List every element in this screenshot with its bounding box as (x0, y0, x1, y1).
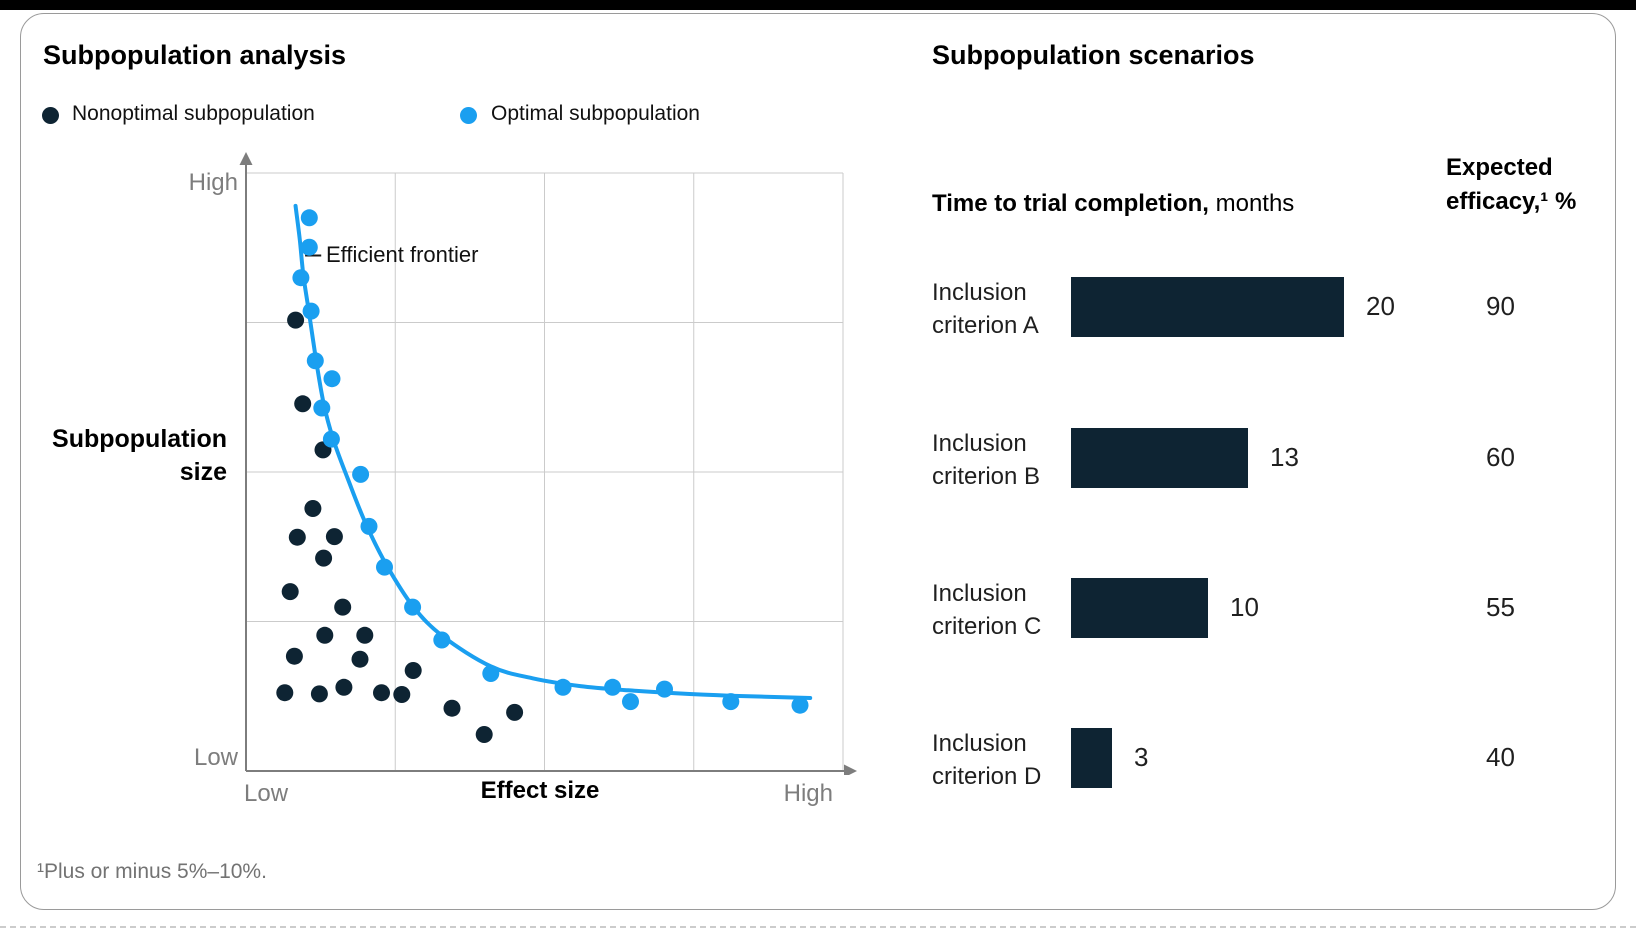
scatter-point-optimal (300, 238, 318, 256)
bottom-separator (0, 926, 1636, 928)
scatter-point-optimal (433, 631, 451, 649)
efficacy-value: 40 (1486, 742, 1515, 772)
legend-dot-optimal (460, 107, 477, 124)
time-bar-value: 13 (1270, 442, 1299, 472)
scatter-point-nonoptimal (351, 650, 369, 668)
time-bar (1071, 578, 1208, 638)
time-bar (1071, 428, 1248, 488)
efficacy-value: 90 (1486, 291, 1515, 321)
scatter-point-optimal (656, 680, 673, 698)
y-axis-arrow (239, 152, 253, 165)
scatter-point-optimal (302, 302, 320, 320)
exhibit-card (20, 13, 1616, 910)
scatter-point-optimal (300, 209, 318, 227)
scatter-point-nonoptimal (404, 662, 422, 679)
scatter-point-optimal (292, 269, 310, 287)
scatter-point-optimal (554, 678, 572, 696)
footnote: ¹Plus or minus 5%–10%. (37, 860, 267, 883)
scatter-point-optimal (306, 352, 324, 370)
scatter-point-nonoptimal (304, 500, 322, 517)
x-tick-high: High (783, 780, 833, 807)
scatter-point-nonoptimal (335, 678, 353, 696)
row-label: Inclusion criterion C (932, 580, 1042, 640)
x-axis-title: Effect size (480, 777, 600, 804)
scatter-point-nonoptimal (281, 583, 299, 601)
scatter-point-optimal (352, 465, 370, 483)
col-header-efficacy: Expected efficacy,¹ % (1446, 151, 1626, 219)
top-black-bar (0, 0, 1636, 10)
scatter-point-optimal (604, 678, 622, 696)
scatter-point-optimal (404, 598, 422, 616)
scatter-point-nonoptimal (356, 626, 374, 644)
time-bar-value: 3 (1134, 742, 1149, 772)
col-header-efficacy-line2: efficacy,¹ % (1446, 185, 1626, 219)
scatter-point-nonoptimal (506, 703, 524, 721)
scatter-panel-title: Subpopulation analysis (43, 40, 347, 70)
scatter-point-optimal (313, 399, 331, 417)
scatter-point-optimal (722, 693, 740, 711)
scatter-plot (239, 152, 857, 775)
scatter-point-nonoptimal (310, 685, 328, 703)
row-label: Inclusion criterion B (932, 430, 1041, 490)
col-header-efficacy-line2-unit: % (1548, 188, 1577, 215)
scatter-point-optimal (482, 665, 500, 682)
scatter-point-nonoptimal (316, 626, 334, 644)
y-tick-low: Low (193, 744, 238, 771)
time-bar-value: 10 (1230, 592, 1259, 622)
scatter-point-optimal (360, 517, 378, 535)
scatter-point-nonoptimal (287, 311, 305, 329)
row-label: Inclusion criterion D (932, 730, 1042, 790)
efficacy-value: 55 (1486, 592, 1515, 622)
scatter-point-nonoptimal (334, 598, 352, 616)
frontier-annotation: Efficient frontier (325, 241, 479, 267)
scatter-point-optimal (322, 430, 340, 448)
x-tick-low: Low (244, 780, 289, 807)
time-bar (1071, 728, 1112, 788)
efficient-frontier-curve (293, 203, 813, 700)
row-label: Inclusion criterion A (932, 279, 1039, 339)
y-tick-high: High (188, 169, 238, 196)
col-header-time: Time to trial completion, months (932, 190, 1294, 218)
scatter-point-nonoptimal (393, 686, 411, 703)
time-bar (1071, 277, 1344, 337)
scatter-point-nonoptimal (285, 647, 303, 665)
legend-dot-nonoptimal (42, 107, 59, 124)
scatter-point-optimal (376, 558, 393, 576)
col-header-time-unit: months (1208, 190, 1295, 217)
col-header-efficacy-line1: Expected (1446, 154, 1553, 181)
scatter-point-nonoptimal (373, 684, 390, 702)
scatter-point-nonoptimal (443, 699, 461, 717)
col-header-time-bold: Time to trial completion, (932, 190, 1209, 217)
efficacy-value: 60 (1486, 442, 1515, 472)
col-header-efficacy-line2-bold: efficacy,¹ (1446, 188, 1549, 215)
scatter-point-nonoptimal (288, 528, 306, 546)
x-axis-arrow (844, 764, 857, 775)
scatter-point-nonoptimal (276, 684, 294, 702)
bar-panel-title: Subpopulation scenarios (932, 40, 1255, 70)
scatter-point-optimal (791, 696, 809, 714)
scatter-point-optimal (323, 370, 341, 388)
y-axis-title: Subpopulation size (52, 425, 227, 486)
scatter-point-nonoptimal (315, 549, 333, 567)
scatter-point-nonoptimal (475, 726, 493, 743)
scatter-point-nonoptimal (294, 395, 312, 413)
scatter-point-nonoptimal (325, 528, 343, 546)
time-bar-value: 20 (1366, 291, 1395, 321)
legend-label-optimal: Optimal subpopulation (491, 102, 700, 125)
legend-label-nonoptimal: Nonoptimal subpopulation (72, 102, 315, 125)
scatter-point-optimal (622, 693, 639, 711)
